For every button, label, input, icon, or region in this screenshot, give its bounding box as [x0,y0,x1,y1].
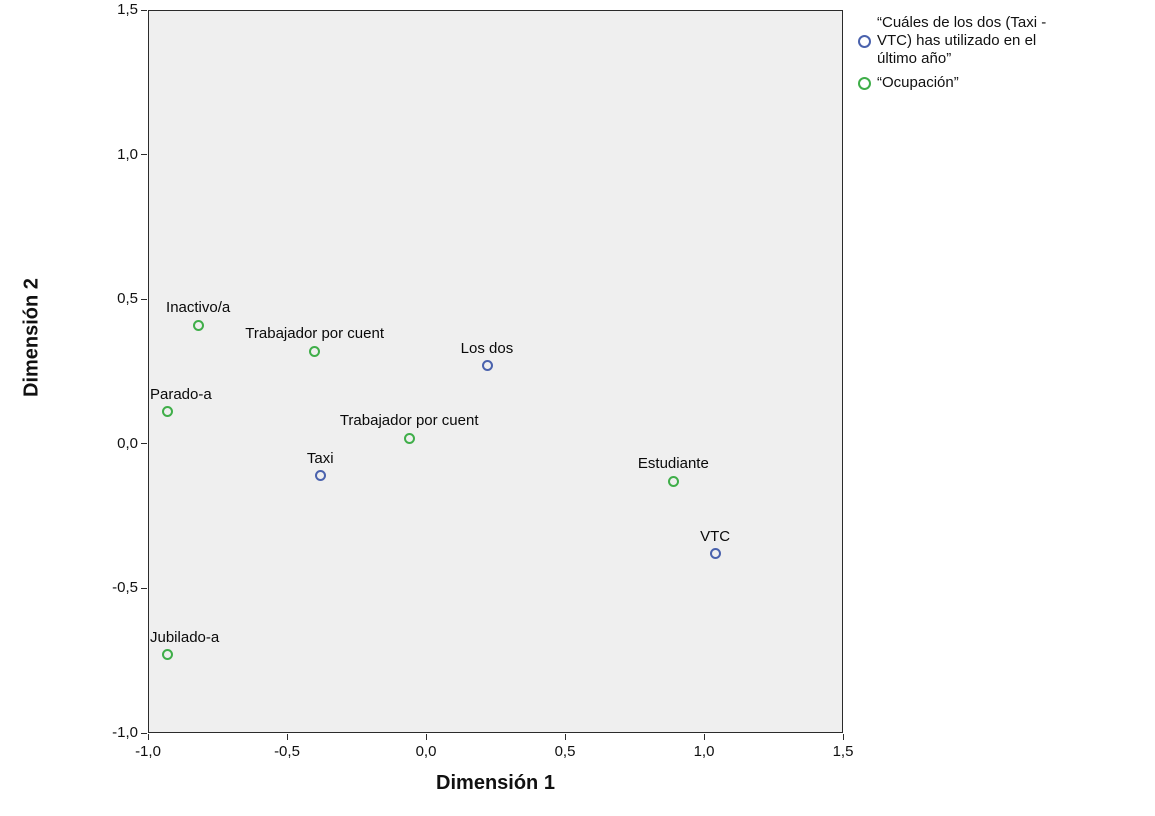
data-point [161,649,173,661]
point-label: VTC [700,527,731,545]
point-label: Trabajador por cuent [339,412,479,430]
x-tick-mark [286,734,288,740]
x-tick-label: -0,5 [274,743,300,760]
x-tick-label: 1,0 [693,743,715,760]
point-label: Estudiante [637,455,709,473]
data-point [192,319,204,331]
legend: “Cuáles de los dos (Taxi - VTC) has util… [858,14,1150,98]
data-point [161,406,173,418]
data-point [403,432,415,444]
x-tick-mark [703,734,705,740]
point-label: Taxi [306,449,334,467]
point-label: Jubilado-a [150,628,220,646]
x-tick-mark [425,734,427,740]
legend-entry-taxi-vtc: “Cuáles de los dos (Taxi - VTC) has util… [858,14,1150,68]
legend-marker-taxi-vtc-icon [858,34,871,48]
x-tick-label: 1,5 [832,743,854,760]
data-point [481,360,493,372]
data-point [709,548,721,560]
legend-entry-ocupacion: “Ocupación” [858,74,1150,92]
y-axis-title: Dimensión 2 [20,278,43,397]
point-label: Los dos [460,339,514,357]
x-tick-mark [842,734,844,740]
data-point [667,475,679,487]
x-axis-title: Dimensión 1 [436,772,555,794]
plot-area [148,10,843,733]
x-tick-label: -1,0 [135,743,161,760]
legend-label-taxi-vtc: “Cuáles de los dos (Taxi - VTC) has util… [877,14,1047,67]
x-tick-mark [147,734,149,740]
y-tick-mark [141,154,147,156]
data-point [314,470,326,482]
y-tick-mark [141,9,147,11]
legend-marker-ocupacion-icon [858,76,871,90]
y-tick-label: -0,5 [112,579,138,597]
x-tick-label: 0,5 [554,743,576,760]
y-tick-mark [141,443,147,445]
x-tick-label: 0,0 [415,743,437,760]
y-tick-label: 1,0 [117,145,138,163]
y-tick-mark [141,587,147,589]
point-label: Parado-a [150,385,212,403]
y-tick-label: 0,5 [117,290,138,308]
point-label: Trabajador por cuent [245,325,384,343]
data-point [309,345,321,357]
legend-label-ocupacion: “Ocupación” [877,74,959,91]
y-tick-label: 1,5 [117,1,138,18]
point-label: Inactivo/a [166,299,231,317]
x-tick-mark [564,734,566,740]
y-tick-mark [141,732,147,734]
y-tick-label: -1,0 [112,724,138,741]
y-tick-label: 0,0 [117,434,138,452]
y-tick-mark [141,298,147,300]
